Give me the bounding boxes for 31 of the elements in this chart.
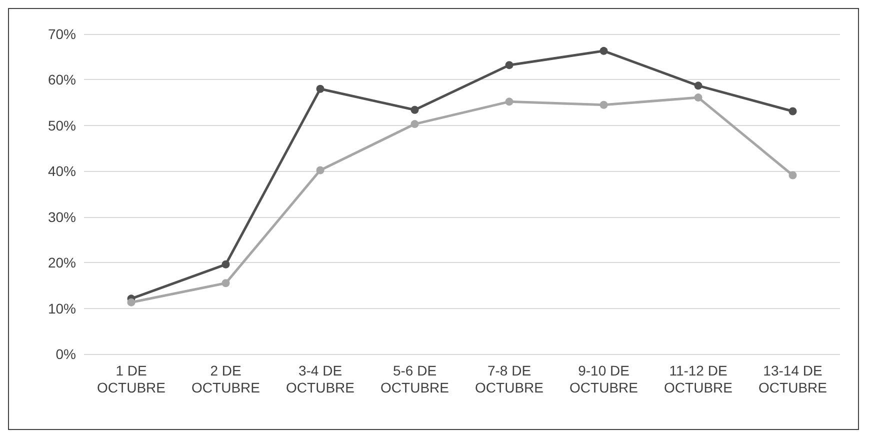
point (316, 84, 324, 93)
point (694, 94, 702, 102)
y-tick-label: 50% (48, 117, 76, 134)
point (694, 82, 702, 90)
point (222, 279, 230, 288)
x-tick-label: 9-10 DE OCTUBRE (570, 362, 638, 396)
x-tick-label: 7-8 DE OCTUBRE (475, 362, 544, 396)
y-tick-label: 0% (56, 346, 76, 362)
y-tick-label: 70% (48, 26, 76, 42)
x-tick-label: 5-6 DE OCTUBRE (380, 362, 449, 396)
y-tick-label: 20% (48, 254, 76, 271)
point (505, 61, 514, 70)
x-tick-label: 13-14 DE OCTUBRE (758, 362, 827, 396)
point (222, 260, 230, 268)
y-tick-label: 30% (48, 208, 76, 225)
point (788, 107, 797, 116)
x-tick-label: 11-12 DE OCTUBRE (664, 362, 732, 396)
x-tick-label: 3-4 DE OCTUBRE (286, 362, 354, 396)
x-tick-label: 2 DE OCTUBRE (192, 362, 260, 396)
y-tick-label: 10% (48, 300, 76, 316)
point (410, 106, 419, 114)
point (410, 120, 419, 128)
point (127, 298, 136, 306)
point (600, 46, 608, 55)
point (600, 100, 608, 109)
y-tick-label: 60% (48, 72, 76, 88)
x-tick-label: 1 DE OCTUBRE (97, 362, 166, 396)
y-tick-label: 40% (48, 163, 76, 180)
point (505, 98, 514, 106)
point (788, 171, 797, 180)
point (316, 166, 324, 174)
